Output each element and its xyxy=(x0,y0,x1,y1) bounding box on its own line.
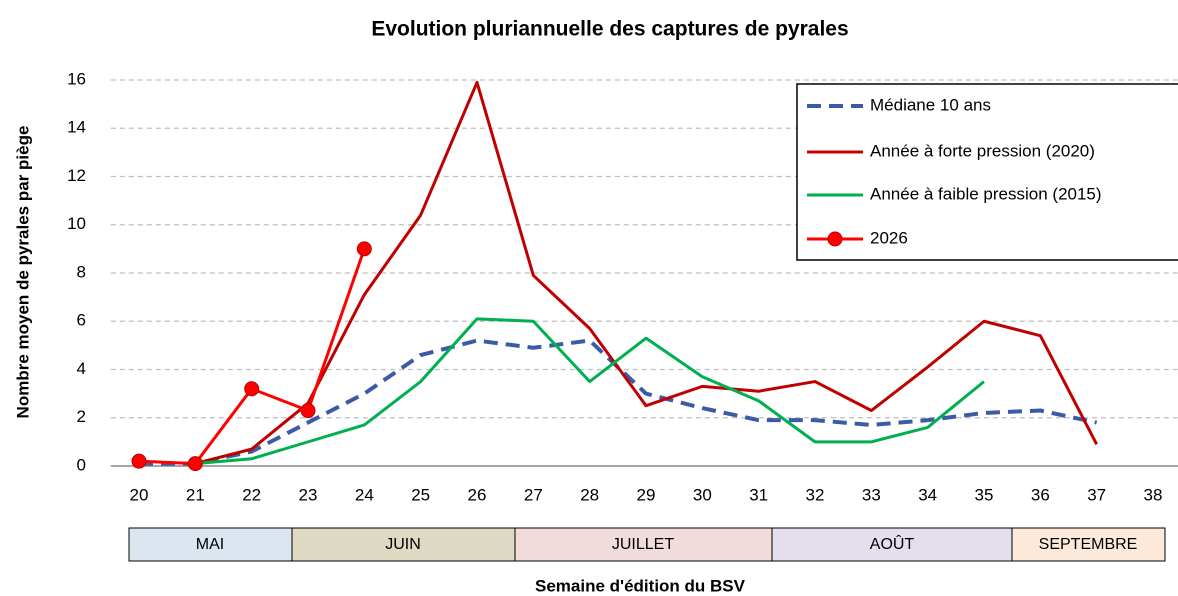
y-tick-label: 14 xyxy=(67,118,86,137)
x-tick-label: 28 xyxy=(580,485,599,504)
x-tick-label: 35 xyxy=(975,485,994,504)
x-axis-label: Semaine d'édition du BSV xyxy=(535,576,746,595)
chart-title: Evolution pluriannuelle des captures de … xyxy=(371,18,848,41)
x-tick-label: 33 xyxy=(862,485,881,504)
month-bands: MAI JUIN JUILLET AOÛT SEPTEMBRE xyxy=(128,527,1166,562)
y-tick-label: 12 xyxy=(67,166,86,185)
data-point xyxy=(356,241,372,257)
data-point xyxy=(244,381,260,397)
month-label: JUIN xyxy=(385,536,421,553)
legend-label: 2026 xyxy=(870,228,908,247)
x-tick-label: 22 xyxy=(242,485,261,504)
x-tick-label: 29 xyxy=(637,485,656,504)
month-label: SEPTEMBRE xyxy=(1039,536,1138,553)
y-tick-label: 2 xyxy=(77,407,86,426)
legend-label: Année à forte pression (2020) xyxy=(870,141,1095,160)
series-line xyxy=(194,80,1099,466)
y-tick-label: 4 xyxy=(77,359,86,378)
month-label: JUILLET xyxy=(612,536,674,553)
x-tick-label: 25 xyxy=(411,485,430,504)
month-label: AOÛT xyxy=(870,534,915,553)
y-tick-label: 0 xyxy=(77,455,86,474)
y-tick-label: 10 xyxy=(67,214,86,233)
x-tick-label: 27 xyxy=(524,485,543,504)
data-point xyxy=(187,456,203,472)
x-tick-label: 23 xyxy=(299,485,318,504)
legend-box xyxy=(796,83,1178,261)
y-tick-label: 6 xyxy=(77,311,86,330)
x-tick-label: 30 xyxy=(693,485,712,504)
x-tick-label: 38 xyxy=(1144,485,1163,504)
legend-marker xyxy=(827,231,843,247)
legend-label: Année à faible pression (2015) xyxy=(870,184,1102,203)
data-point xyxy=(131,453,147,469)
series-line xyxy=(138,248,366,466)
x-tick-label: 20 xyxy=(130,485,149,504)
legend-label: Médiane 10 ans xyxy=(870,95,991,114)
y-tick-label: 8 xyxy=(77,262,86,281)
data-point xyxy=(300,403,316,419)
month-band xyxy=(1011,527,1166,562)
month-band xyxy=(128,527,293,562)
x-tick-label: 37 xyxy=(1087,485,1106,504)
y-axis-label: Nombre moyen de pyrales par piège xyxy=(13,126,32,419)
x-tick-label: 26 xyxy=(468,485,487,504)
month-label: MAI xyxy=(196,536,224,553)
x-tick-label: 31 xyxy=(749,485,768,504)
legend: Médiane 10 ans Année à forte pression (20… xyxy=(796,83,1178,261)
x-tick-label: 21 xyxy=(186,485,205,504)
x-tick-label: 32 xyxy=(806,485,825,504)
month-band xyxy=(291,527,516,562)
x-tick-label: 24 xyxy=(355,485,374,504)
series-line xyxy=(195,317,985,466)
x-tick-label: 34 xyxy=(918,485,937,504)
x-tick-label: 36 xyxy=(1031,485,1050,504)
month-band xyxy=(514,527,773,562)
y-tick-label: 16 xyxy=(67,69,86,88)
